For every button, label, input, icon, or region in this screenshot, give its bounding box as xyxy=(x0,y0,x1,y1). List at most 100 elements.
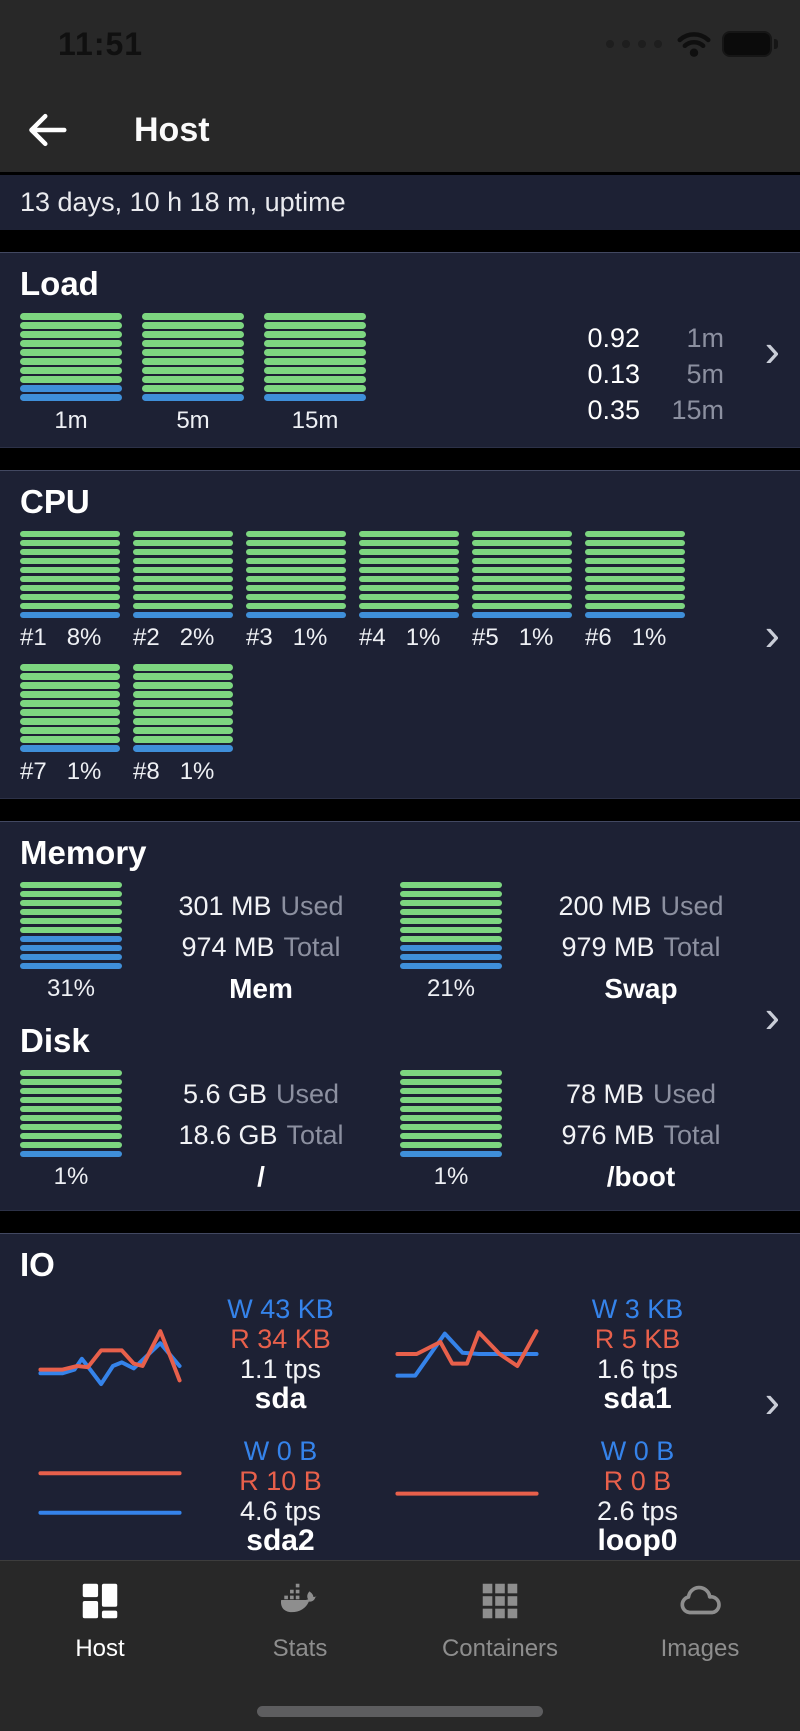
tab-containers[interactable]: Containers xyxy=(400,1577,600,1731)
tab-label: Images xyxy=(660,1635,740,1662)
percent-label: 1% xyxy=(53,1163,89,1190)
memory-item: 21% 200 MB Used 979 MB Total Swap xyxy=(400,881,780,1010)
host-grid-icon xyxy=(77,1577,123,1625)
segment-gauge xyxy=(20,530,120,618)
wifi-icon xyxy=(677,32,711,57)
io-title: IO xyxy=(20,1245,55,1283)
tab-label: Host xyxy=(75,1635,125,1662)
memory-gauge: 31% xyxy=(20,881,122,1004)
cpu-title: CPU xyxy=(20,482,90,520)
load-value: 0.35 xyxy=(587,394,640,425)
gauge-label: 5m xyxy=(176,406,210,434)
load-value-label: 15m xyxy=(671,394,724,425)
percent-label: 21% xyxy=(426,975,476,1002)
segment-gauge xyxy=(400,1069,502,1157)
tab-images[interactable]: Images xyxy=(600,1577,800,1731)
disk-stats: 78 MB Used 976 MB Total /boot xyxy=(502,1070,780,1198)
load-row: 1m 5m 15m 0.92 1m 0.13 5m 0.35 15m xyxy=(20,313,780,435)
disk-items: 1% 5.6 GB Used 18.6 GB Total / 1% 78 MB Use… xyxy=(20,1069,780,1198)
io-device-name: sda2 xyxy=(246,1523,315,1557)
cpu-core-label: #2 2% xyxy=(133,624,215,651)
disk-name: / xyxy=(257,1160,265,1192)
percent-label: 1% xyxy=(433,1163,469,1190)
back-arrow-icon xyxy=(29,113,67,147)
status-icons xyxy=(606,30,778,58)
memory-items: 31% 301 MB Used 974 MB Total Mem 21% 200 M… xyxy=(20,881,780,1010)
back-button[interactable] xyxy=(26,111,68,149)
io-read-value: R 0 B xyxy=(603,1465,672,1496)
io-tps-value: 1.1 tps xyxy=(239,1353,322,1384)
cpu-core-label: #7 1% xyxy=(20,757,102,785)
memory-stats: 301 MB Used 974 MB Total Mem xyxy=(122,882,400,1010)
tab-stats[interactable]: Stats xyxy=(200,1577,400,1731)
io-device-sda1: W 3 KB R 5 KB 1.6 tps sda1 xyxy=(377,1294,734,1414)
io-read-value: R 10 B xyxy=(239,1465,322,1496)
tab-label: Containers xyxy=(441,1635,559,1662)
load-title: Load xyxy=(20,265,99,302)
io-stats: W 43 KB R 34 KB 1.1 tps sda xyxy=(184,1294,377,1414)
battery-icon xyxy=(722,31,778,57)
load-readings: 0.92 1m 0.13 5m 0.35 15m xyxy=(568,320,724,428)
io-sparkline xyxy=(36,1460,184,1532)
segment-gauge xyxy=(585,530,685,618)
io-write-value: W 43 KB xyxy=(227,1293,334,1324)
uptime-row: 13 days, 10 h 18 m, uptime xyxy=(0,172,800,230)
chevron-right-icon[interactable]: › xyxy=(759,327,786,373)
memory-gauge: 21% xyxy=(400,881,502,1004)
segment-gauge xyxy=(133,530,233,618)
io-device-sda2: W 0 B R 10 B 4.6 tps sda2 xyxy=(20,1436,377,1556)
page-title: Host xyxy=(134,110,210,149)
cpu-card[interactable]: CPU #1 8% #2 2% #3 1% #4 1% #5 1% #6 1% #7 1% #… xyxy=(0,469,800,799)
io-write-value: W 0 B xyxy=(600,1435,675,1466)
memory-disk-card[interactable]: Memory 31% 301 MB Used 974 MB Total Mem 21… xyxy=(0,820,800,1211)
disk-item: 1% 78 MB Used 976 MB Total /boot xyxy=(400,1069,780,1198)
total-line: 976 MB Total xyxy=(561,1119,721,1150)
cpu-core-label: #6 1% xyxy=(585,624,667,651)
tab-host[interactable]: Host xyxy=(0,1577,200,1731)
gauge-label: 1m xyxy=(54,406,88,434)
memory-name: Swap xyxy=(604,972,678,1004)
cellular-signal-icon xyxy=(606,40,662,48)
load-reading-1m: 0.92 1m xyxy=(568,320,724,356)
io-write-value: W 0 B xyxy=(243,1435,318,1466)
io-read-value: R 34 KB xyxy=(230,1323,331,1354)
segment-gauge xyxy=(20,1069,122,1157)
segment-gauge xyxy=(133,664,233,752)
disk-item: 1% 5.6 GB Used 18.6 GB Total / xyxy=(20,1069,400,1198)
load-value: 0.13 xyxy=(587,358,640,389)
home-indicator[interactable] xyxy=(257,1706,543,1717)
grid-3x3-icon xyxy=(477,1577,523,1625)
cpu-core-5: #5 1% xyxy=(472,530,572,653)
io-stats: W 0 B R 0 B 2.6 tps loop0 xyxy=(541,1436,734,1556)
io-device-name: loop0 xyxy=(597,1523,678,1557)
load-card[interactable]: Load 1m 5m 15m 0.92 1m 0.13 5m 0.35 15m … xyxy=(0,252,800,448)
disk-gauge: 1% xyxy=(400,1069,502,1192)
status-time: 11:51 xyxy=(58,26,144,62)
load-value: 0.92 xyxy=(587,322,640,353)
load-reading-5m: 0.13 5m xyxy=(568,356,724,392)
io-device-name: sda1 xyxy=(603,1381,672,1415)
chevron-right-icon[interactable]: › xyxy=(759,993,786,1039)
chevron-right-icon[interactable]: › xyxy=(759,1378,786,1424)
io-card[interactable]: IO W 43 KB R 34 KB 1.1 tps sda W 3 KB R … xyxy=(0,1232,800,1569)
cpu-core-7: #7 1% xyxy=(20,664,120,786)
cpu-core-1: #1 8% xyxy=(20,530,120,653)
io-sparkline xyxy=(393,1460,541,1532)
memory-item: 31% 301 MB Used 974 MB Total Mem xyxy=(20,881,400,1010)
io-read-value: R 5 KB xyxy=(594,1323,681,1354)
used-line: 78 MB Used xyxy=(565,1078,717,1109)
io-device-sda: W 43 KB R 34 KB 1.1 tps sda xyxy=(20,1294,377,1414)
segment-gauge xyxy=(142,313,244,401)
chevron-right-icon[interactable]: › xyxy=(759,611,786,657)
docker-whale-icon xyxy=(277,1577,323,1625)
disk-name: /boot xyxy=(606,1160,676,1192)
cpu-core-8: #8 1% xyxy=(133,664,233,786)
segment-gauge xyxy=(264,313,366,401)
tab-label: Stats xyxy=(272,1635,328,1662)
total-line: 979 MB Total xyxy=(561,931,721,962)
segment-gauge xyxy=(400,881,502,969)
cpu-core-3: #3 1% xyxy=(246,530,346,653)
memory-name: Mem xyxy=(229,972,293,1004)
io-tps-value: 2.6 tps xyxy=(596,1495,679,1526)
cpu-core-6: #6 1% xyxy=(585,530,685,653)
